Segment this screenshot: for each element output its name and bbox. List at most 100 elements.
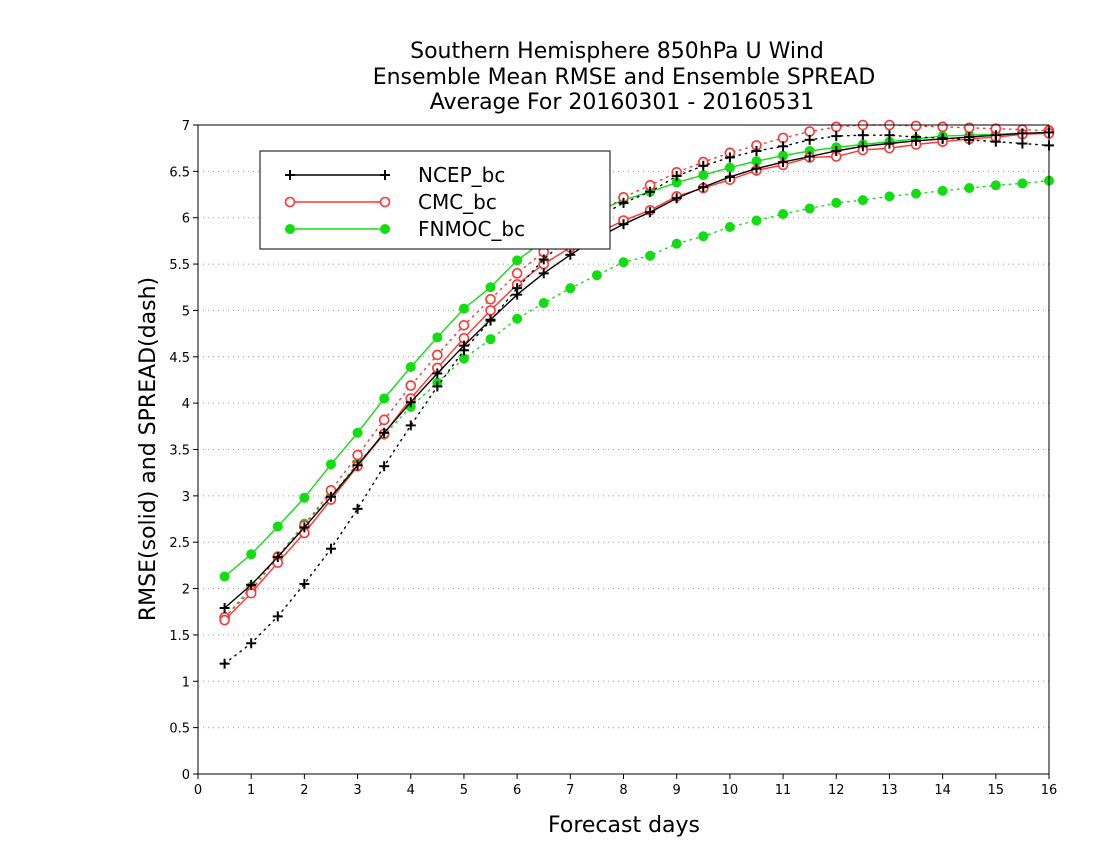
fnmoc-bc-rmse-point: [299, 492, 310, 503]
x-tick-label: 16: [1041, 783, 1058, 798]
x-tick-label: 11: [775, 783, 792, 798]
ncep-bc-rmse-point: [937, 133, 948, 144]
ncep-bc-rmse-point: [219, 603, 230, 614]
x-tick-label: 9: [673, 783, 681, 798]
fnmoc-bc-spread-point: [990, 180, 1001, 191]
ncep-bc-spread-point: [272, 611, 283, 622]
ncep-bc-spread-point: [645, 186, 656, 197]
x-tick-label: 3: [353, 783, 361, 798]
ncep-bc-rmse-point: [538, 268, 549, 279]
fnmoc-bc-spread-point: [751, 215, 762, 226]
fnmoc-bc-spread-point: [538, 298, 549, 309]
fnmoc-bc-rmse-point: [724, 162, 735, 173]
ncep-bc-rmse-point: [618, 219, 629, 230]
fnmoc-bc-spread-point: [724, 221, 735, 232]
ncep-bc-rmse-point: [432, 368, 443, 379]
fnmoc-bc-rmse-point: [485, 282, 496, 293]
y-tick-label: 1: [182, 675, 190, 690]
x-axis-ticks: 0 1 2 3 4 5 6 7 8 9 10 11 12 13 14 15 16: [194, 774, 1057, 798]
fnmoc-bc-rmse-point: [246, 549, 257, 560]
legend-box: [259, 150, 611, 250]
chart-title: Southern Hemisphere 850hPa U Wind Ensemb…: [373, 39, 876, 115]
ncep-bc-spread-point: [857, 130, 868, 141]
legend-label: FNMOC_bc: [418, 217, 525, 241]
title-line-1: Southern Hemisphere 850hPa U Wind: [410, 39, 824, 64]
ncep-bc-rmse-point: [512, 289, 523, 300]
x-tick-label: 4: [407, 783, 415, 798]
fnmoc-bc-rmse-point: [512, 255, 523, 266]
fnmoc-bc-spread-point: [831, 197, 842, 208]
cmc-bc-spread-point: [378, 414, 390, 426]
ncep-bc-spread-point: [246, 638, 257, 649]
ncep-bc-spread-point: [698, 160, 709, 171]
y-tick-label: 4: [182, 397, 190, 412]
title-line-2: Ensemble Mean RMSE and Ensemble SPREAD: [373, 65, 876, 90]
legend-marker: [380, 170, 390, 180]
x-tick-label: 0: [194, 783, 202, 798]
y-tick-label: 2.5: [169, 536, 190, 551]
fnmoc-bc-spread-point: [964, 183, 975, 194]
legend-marker: [379, 196, 391, 208]
ncep-bc-spread-point: [405, 420, 416, 431]
ncep-bc-spread-point: [884, 130, 895, 141]
ncep-bc-rmse-point: [724, 171, 735, 182]
ncep-bc-spread-point: [352, 503, 363, 514]
cmc-bc-rmse-point: [245, 587, 257, 599]
cmc-bc-spread-point: [432, 349, 443, 361]
ncep-bc-spread-point: [299, 578, 310, 589]
ncep-bc-spread-point: [538, 254, 549, 265]
ncep-bc-spread-point: [325, 543, 336, 554]
y-tick-label: 7: [182, 119, 190, 134]
cmc-bc-spread-point: [777, 132, 789, 144]
y-tick-label: 2: [182, 583, 190, 598]
ncep-bc-rmse-point: [857, 141, 868, 152]
legend-label: CMC_bc: [418, 190, 497, 214]
x-tick-label: 5: [460, 783, 468, 798]
x-axis-label: Forecast days: [548, 813, 700, 838]
series-layer: [219, 119, 1055, 669]
ncep-bc-rmse-point: [884, 138, 895, 149]
fnmoc-bc-rmse-point: [405, 361, 416, 372]
ncep-bc-rmse-point: [379, 427, 390, 438]
fnmoc-bc-rmse-point: [272, 521, 283, 532]
fnmoc-bc-spread-point: [485, 334, 496, 345]
ncep-bc-rmse-point: [778, 157, 789, 168]
legend-item-cmc-bc: CMC_bc: [284, 190, 497, 214]
fnmoc-bc-rmse-point: [432, 332, 443, 343]
ncep-bc-spread-point: [432, 381, 443, 392]
ncep-bc-spread-point: [778, 141, 789, 152]
ncep-bc-rmse-point: [911, 135, 922, 146]
y-axis-label: RMSE(solid) and SPREAD(dash): [136, 277, 161, 621]
cmc-bc-rmse-point: [219, 614, 230, 626]
ncep-bc-rmse-point: [698, 182, 709, 193]
y-tick-label: 5.5: [169, 258, 190, 273]
legend-marker: [285, 224, 295, 234]
y-tick-label: 6.5: [169, 165, 190, 180]
ncep-bc-rmse-point: [272, 552, 283, 563]
fnmoc-bc-spread-point: [645, 250, 656, 261]
x-tick-label: 2: [300, 783, 308, 798]
fnmoc-bc-rmse-point: [352, 427, 363, 438]
ncep-bc-rmse-point: [645, 207, 656, 218]
legend-marker: [284, 196, 296, 208]
ncep-bc-rmse-point: [671, 193, 682, 204]
ncep-bc-spread-line: [223, 134, 1050, 665]
legend-marker: [285, 170, 295, 180]
ncep-bc-spread-point: [751, 145, 762, 156]
cmc-bc-spread-point: [830, 121, 842, 133]
y-tick-label: 0.5: [169, 722, 190, 737]
y-tick-label: 4.5: [169, 351, 190, 366]
x-tick-label: 1: [247, 783, 255, 798]
x-tick-label: 7: [566, 783, 574, 798]
fnmoc-bc-spread-point: [804, 203, 815, 214]
cmc-bc-spread-point: [485, 294, 496, 305]
y-tick-label: 3.5: [169, 444, 190, 459]
y-tick-label: 3: [182, 490, 190, 505]
fnmoc-bc-spread-point: [778, 209, 789, 220]
ncep-bc-rmse-point: [405, 397, 416, 408]
ncep-bc-rmse-point: [990, 130, 1001, 141]
x-tick-label: 13: [881, 783, 898, 798]
ncep-bc-rmse-point: [964, 132, 975, 143]
ncep-bc-rmse-point: [831, 145, 842, 156]
